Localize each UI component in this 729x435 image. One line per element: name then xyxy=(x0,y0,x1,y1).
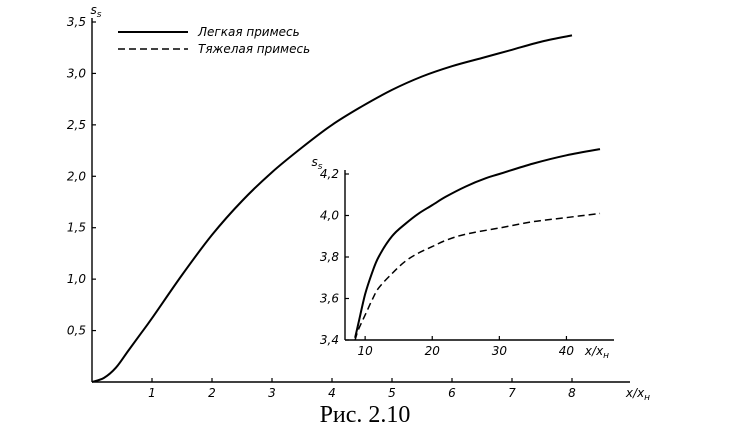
y-axis-title: ss xyxy=(91,3,102,20)
x-tick-label: 40 xyxy=(559,344,575,358)
y-axis-title: ss xyxy=(312,155,323,172)
x-tick-label: 3 xyxy=(268,386,276,400)
x-axis-title: x/xн xyxy=(584,344,609,361)
x-tick-label: 2 xyxy=(208,386,216,400)
x-tick-label: 6 xyxy=(448,386,456,400)
legend-label: Легкая примесь xyxy=(197,25,300,39)
x-tick-label: 4 xyxy=(328,386,336,400)
series-line-light-impurity xyxy=(354,148,601,339)
y-tick-label: 3,0 xyxy=(67,66,86,80)
y-tick-label: 0,5 xyxy=(67,324,86,338)
x-tick-label: 7 xyxy=(508,386,516,400)
y-tick-label: 2,0 xyxy=(67,169,86,183)
series-line-heavy-impurity xyxy=(354,212,601,341)
legend: Легкая примесь Тяжелая примесь xyxy=(118,25,310,56)
y-tick-label: 1,0 xyxy=(67,272,86,286)
inset-chart: 3,4 3,6 3,8 4,0 4,2 10 20 30 40 ss x/xн xyxy=(312,148,614,361)
y-tick-label: 3,8 xyxy=(320,250,339,264)
y-tick-label: 4,2 xyxy=(320,167,339,181)
y-tick-label: 3,5 xyxy=(67,15,86,29)
x-tick-label: 30 xyxy=(492,344,508,358)
x-tick-label: 8 xyxy=(568,386,576,400)
x-axis-title: x/xн xyxy=(625,386,650,403)
x-tick-label: 10 xyxy=(357,344,373,358)
x-tick-label: 5 xyxy=(388,386,396,400)
x-tick-label: 20 xyxy=(425,344,441,358)
main-chart: 0,5 1,0 1,5 2,0 2,5 3,0 3,5 1 2 3 4 5 6 7 8 ss x/xн Легка… xyxy=(67,3,650,403)
y-tick-label: 4,0 xyxy=(320,209,339,223)
y-tick-label: 1,5 xyxy=(67,221,86,235)
y-tick-label: 3,4 xyxy=(320,333,339,347)
series-line-light-impurity xyxy=(91,34,573,383)
figure-caption: Рис. 2.10 xyxy=(320,402,411,428)
y-tick-label: 2,5 xyxy=(67,118,86,132)
x-tick-label: 1 xyxy=(148,386,156,400)
y-tick-label: 3,6 xyxy=(320,292,339,306)
legend-label: Тяжелая примесь xyxy=(198,42,310,56)
